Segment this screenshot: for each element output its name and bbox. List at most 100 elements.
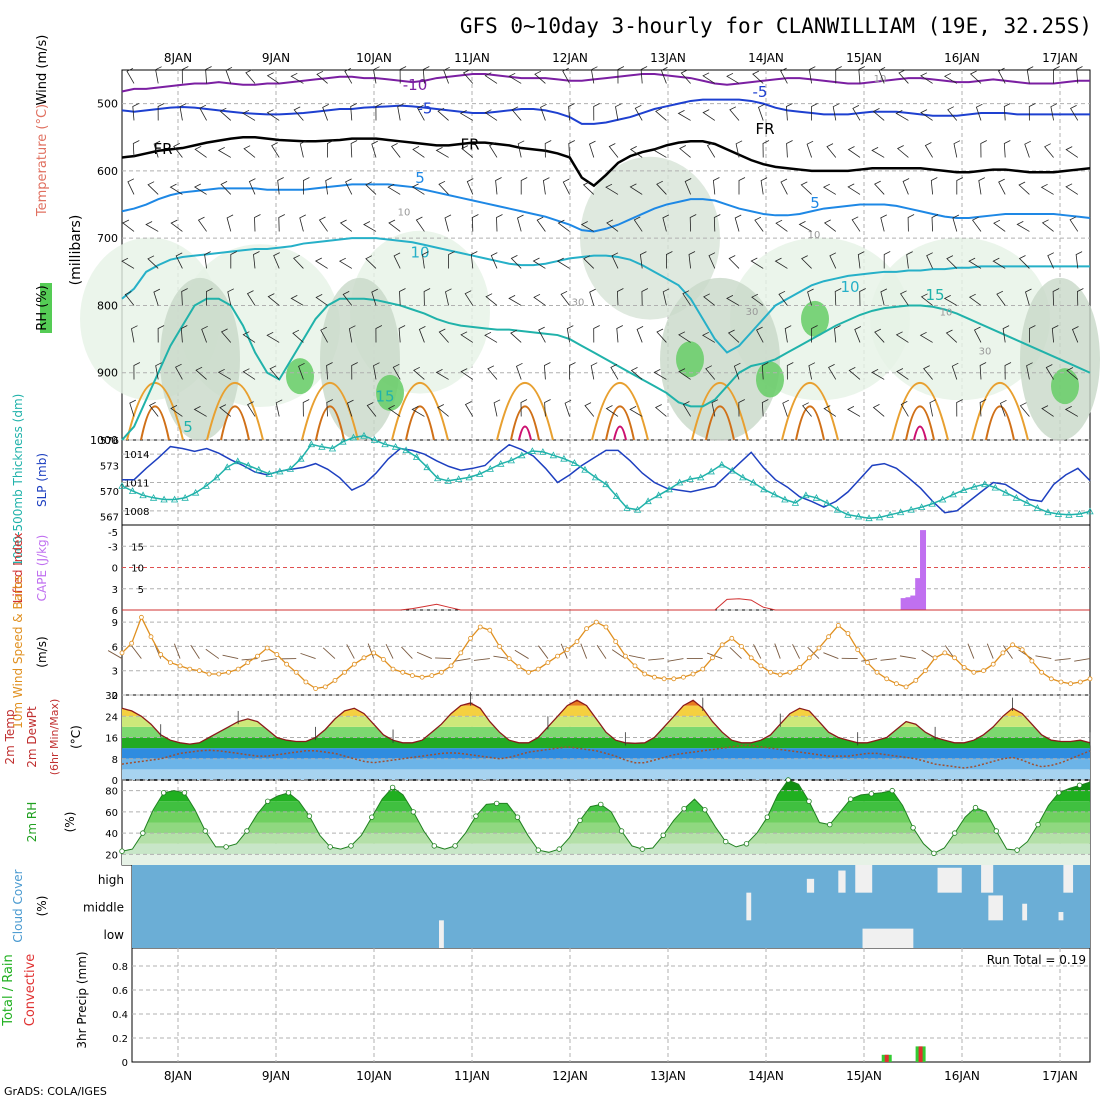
wind-speed-marker xyxy=(188,667,192,671)
li-tick: 6 xyxy=(112,606,118,617)
meteogram-title: GFS 0~10day 3-hourly for CLANWILLIAM (19… xyxy=(460,14,1092,38)
wind-barb xyxy=(739,178,745,195)
rh-marker xyxy=(661,833,666,838)
wind-barb xyxy=(656,405,667,417)
wind-speed-marker xyxy=(652,675,656,679)
wind-speed-marker xyxy=(1078,680,1082,684)
wind-barb xyxy=(848,184,860,195)
wind-speed-marker xyxy=(914,678,918,682)
wind-speed-marker xyxy=(536,667,540,671)
wind-speed-marker xyxy=(439,670,443,674)
rh-marker xyxy=(703,808,708,813)
wind-speed-marker xyxy=(633,664,637,668)
date-label-bottom: 14JAN xyxy=(748,1069,784,1083)
wind-barb-10m xyxy=(668,659,684,662)
thickness-tick: 570 xyxy=(100,487,119,498)
date-label-top: 13JAN xyxy=(650,51,686,65)
rh-marker xyxy=(557,847,562,852)
wind-barb xyxy=(1066,184,1078,195)
rh-marker xyxy=(994,829,999,834)
axis-label-rh: RH (%) xyxy=(35,285,50,330)
temp-band xyxy=(122,748,1090,759)
rh-marker xyxy=(765,815,770,820)
wind-speed-marker xyxy=(643,672,647,676)
wind-speed-marker xyxy=(875,670,879,674)
rh-marker xyxy=(161,791,166,796)
wind-barb-10m xyxy=(174,644,180,659)
wind-speed-marker xyxy=(1011,643,1015,647)
wind-barb xyxy=(303,400,309,417)
cloud-patch xyxy=(807,879,814,893)
wind-barb xyxy=(827,144,836,158)
wind-barb-10m xyxy=(417,652,432,658)
wind-barb xyxy=(156,67,162,84)
wind-speed-marker xyxy=(740,644,744,648)
axis-label-cape: CAPE (J/kg) xyxy=(35,535,49,602)
wind-barb-10m xyxy=(435,658,451,659)
rh-band xyxy=(122,844,1090,855)
wind-barb xyxy=(146,222,158,232)
wind-speed-marker xyxy=(604,625,608,629)
run-total-label: Run Total = 0.19 xyxy=(987,953,1086,967)
wind-barb xyxy=(268,73,280,84)
wind-barb xyxy=(341,220,352,231)
wind-barb-10m xyxy=(775,644,781,659)
date-label-top: 10JAN xyxy=(356,51,392,65)
wind-barb xyxy=(445,215,451,232)
wind-speed-marker xyxy=(478,625,482,629)
wind-barb-10m xyxy=(301,653,316,658)
date-label-top: 16JAN xyxy=(944,51,980,65)
wind-barb xyxy=(494,400,500,417)
cape-tick: 15 xyxy=(131,542,144,553)
date-label-top: 11JAN xyxy=(454,51,490,65)
wind-barb xyxy=(727,73,739,83)
wind-speed-marker xyxy=(323,685,327,689)
wind-barb xyxy=(618,67,624,84)
contour-label: -5 xyxy=(753,83,768,101)
wind-speed-marker xyxy=(759,664,763,668)
axis-label-wind: Wind (m/s) xyxy=(35,35,50,106)
wind-speed-marker xyxy=(256,654,260,658)
cloud-patch xyxy=(988,895,1003,920)
contour-label: 5 xyxy=(810,194,820,212)
wind-barb xyxy=(219,147,231,157)
rh-marker xyxy=(952,831,957,836)
wind-speed-marker xyxy=(546,661,550,665)
wind-barb xyxy=(521,178,527,195)
wind-barb xyxy=(561,291,570,305)
cloud-patch xyxy=(439,920,444,948)
wind-barb xyxy=(541,104,547,120)
wind-speed-marker xyxy=(362,656,366,660)
wind-barb xyxy=(279,215,285,232)
axis-label-cloud-cover: Cloud Cover xyxy=(11,869,25,942)
wind-barb xyxy=(801,182,811,195)
wind-barb xyxy=(679,110,691,120)
rh-moist-core xyxy=(286,358,314,394)
pressure-tick: 900 xyxy=(97,367,118,380)
axis-label-wind-units: (m/s) xyxy=(35,636,49,667)
cloud-patch xyxy=(746,893,751,921)
wind-barb xyxy=(824,184,836,194)
rh-tick: 80 xyxy=(105,787,118,798)
wind-barb xyxy=(609,144,618,158)
wind-barb xyxy=(903,179,909,195)
wind-barb xyxy=(300,141,306,158)
lifted-index-line xyxy=(122,599,1090,610)
wind-barb xyxy=(1045,144,1054,158)
rh-marker xyxy=(182,791,187,796)
wind-barb xyxy=(1042,184,1054,194)
wind-barb-10m xyxy=(648,659,664,661)
rh-marker xyxy=(869,792,874,797)
wind-barb xyxy=(898,146,909,158)
rh-base xyxy=(122,854,1090,865)
temp-band xyxy=(122,716,1090,727)
slp-tick: 1014 xyxy=(124,450,149,461)
rh-marker xyxy=(245,829,250,834)
wind-speed-marker xyxy=(953,656,957,660)
wind-barb xyxy=(1043,220,1054,232)
isotherm-25 xyxy=(511,406,539,440)
isotherm-25 xyxy=(141,406,169,440)
wind-barb xyxy=(680,146,691,158)
wind-speed-marker xyxy=(217,672,221,676)
